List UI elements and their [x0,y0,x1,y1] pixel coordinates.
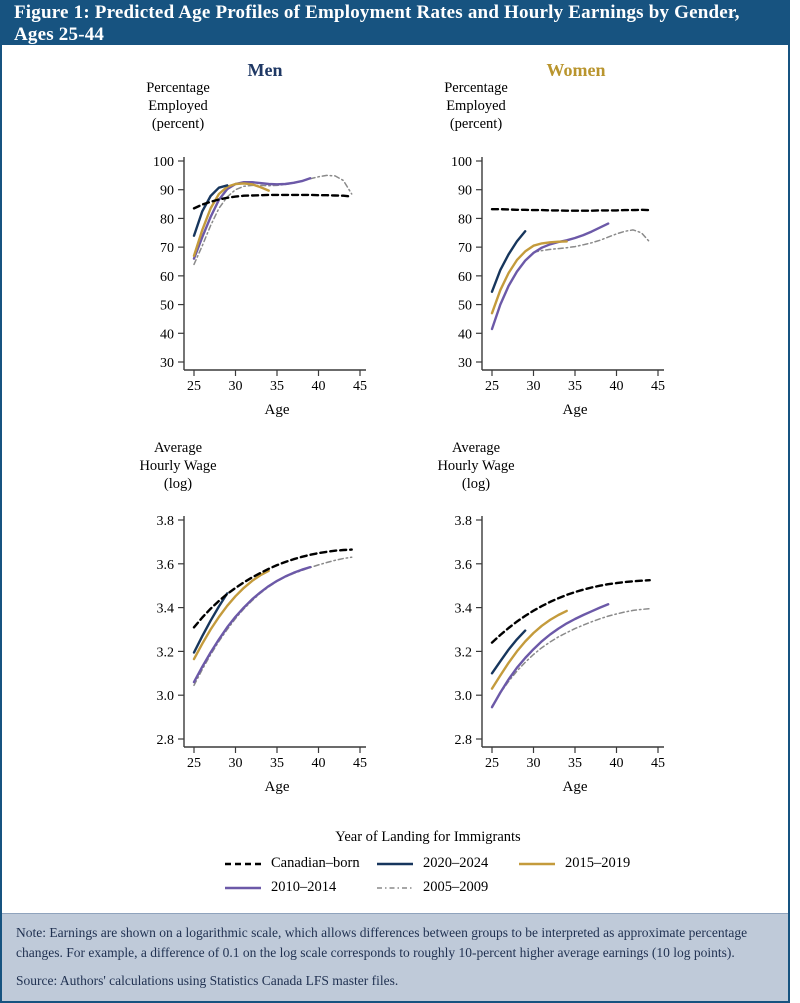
svg-text:(percent): (percent) [152,116,204,132]
svg-text:3.2: 3.2 [157,645,175,660]
charts-area: Men Women Percentage Employed (percent) 30 4… [2,45,788,913]
svg-text:40: 40 [160,327,174,342]
legend-line-sample [519,862,555,865]
svg-text:25: 25 [187,379,201,394]
legend-entry-label: 2005–2009 [423,879,489,895]
legend-entry-y2015_2019: 2015–2019 [518,855,632,872]
chart-women-employment: Percentage Employed (percent) 30 40 50 60 70 80 9… [444,80,665,418]
svg-text:2.8: 2.8 [157,733,175,748]
chart-women-wage: Average Hourly Wage (log) 2.8 3.0 3.2 3.4 3.6 3.… [437,440,665,795]
svg-text:(log): (log) [462,476,490,492]
column-header-women: Women [546,60,606,80]
svg-text:100: 100 [153,155,174,170]
legend-title: Year of Landing for Immigrants [335,829,521,845]
svg-text:80: 80 [458,212,472,227]
svg-text:Age: Age [265,402,290,418]
svg-text:3.2: 3.2 [455,645,473,660]
svg-text:50: 50 [458,299,472,314]
svg-text:Average: Average [452,440,500,456]
svg-text:35: 35 [568,756,582,771]
legend: Year of Landing for Immigrants Canadian–… [224,829,632,903]
svg-text:60: 60 [160,270,174,285]
svg-text:25: 25 [485,379,499,394]
chart-men-employment: Percentage Employed (percent) 30 40 50 60 70 80 9… [146,80,367,418]
svg-text:Average: Average [154,440,202,456]
svg-text:50: 50 [160,299,174,314]
svg-text:3.8: 3.8 [455,514,473,529]
legend-line-sample [225,886,261,889]
legend-rows: Canadian–born 2020–2024 2015–2019 2010–2014… [224,855,632,896]
svg-text:30: 30 [458,356,472,371]
legend-line-sample [377,886,413,889]
svg-text:Age: Age [563,402,588,418]
figure-title: Figure 1: Predicted Age Profiles of Empl… [14,1,740,45]
svg-text:45: 45 [651,379,665,394]
svg-text:60: 60 [458,270,472,285]
svg-text:30: 30 [229,756,243,771]
legend-entry-label: Canadian–born [271,855,360,871]
svg-text:25: 25 [485,756,499,771]
svg-text:3.6: 3.6 [157,558,175,573]
svg-text:45: 45 [353,756,367,771]
svg-text:Age: Age [265,779,290,795]
svg-text:90: 90 [458,184,472,199]
svg-text:Age: Age [563,779,588,795]
legend-line-sample [225,862,261,865]
svg-text:30: 30 [160,356,174,371]
svg-text:40: 40 [610,379,624,394]
legend-entry-canadian_born: Canadian–born [224,855,376,872]
svg-text:3.4: 3.4 [157,602,175,617]
svg-text:(percent): (percent) [450,116,502,132]
legend-line-sample [377,862,413,865]
legend-row: Canadian–born 2020–2024 2015–2019 [224,855,632,872]
figure-title-bar: Figure 1: Predicted Age Profiles of Empl… [2,2,788,45]
svg-text:3.0: 3.0 [157,689,175,704]
svg-text:30: 30 [527,379,541,394]
chart-men-wage: Average Hourly Wage (log) 2.8 3.0 3.2 3.4 3.6 3.… [139,440,367,795]
column-header-men: Men [247,60,283,80]
legend-entry-y2005_2009: 2005–2009 [376,879,518,896]
legend-entry-label: 2020–2024 [423,855,489,871]
svg-text:80: 80 [160,212,174,227]
svg-text:35: 35 [270,379,284,394]
note-panel: Note: Earnings are shown on a logarithmi… [2,913,788,1001]
legend-entry-label: 2015–2019 [565,855,631,871]
note-text: Note: Earnings are shown on a logarithmi… [16,925,748,961]
svg-text:90: 90 [160,184,174,199]
svg-text:3.8: 3.8 [157,514,175,529]
svg-text:40: 40 [458,327,472,342]
svg-text:30: 30 [229,379,243,394]
svg-text:3.4: 3.4 [455,602,473,617]
legend-entry-y2020_2024: 2020–2024 [376,855,518,872]
svg-text:3.0: 3.0 [455,689,473,704]
svg-text:35: 35 [568,379,582,394]
svg-text:Employed: Employed [446,98,506,114]
svg-text:40: 40 [610,756,624,771]
svg-text:Employed: Employed [148,98,208,114]
svg-text:100: 100 [451,155,472,170]
svg-text:35: 35 [270,756,284,771]
legend-entry-label: 2010–2014 [271,879,337,895]
svg-text:70: 70 [458,241,472,256]
legend-row: 2010–2014 2005–2009 [224,879,632,896]
svg-text:70: 70 [160,241,174,256]
svg-text:Hourly Wage: Hourly Wage [139,458,216,474]
source-text: Source: Authors' calculations using Stat… [16,972,399,988]
svg-text:25: 25 [187,756,201,771]
svg-text:30: 30 [527,756,541,771]
svg-text:(log): (log) [164,476,192,492]
svg-text:Hourly Wage: Hourly Wage [437,458,514,474]
svg-text:45: 45 [651,756,665,771]
svg-text:Percentage: Percentage [146,80,210,96]
svg-text:45: 45 [353,379,367,394]
svg-text:2.8: 2.8 [455,733,473,748]
legend-entry-y2010_2014: 2010–2014 [224,879,376,896]
svg-text:40: 40 [312,379,326,394]
svg-text:3.6: 3.6 [455,558,473,573]
svg-text:Percentage: Percentage [444,80,508,96]
svg-text:40: 40 [312,756,326,771]
